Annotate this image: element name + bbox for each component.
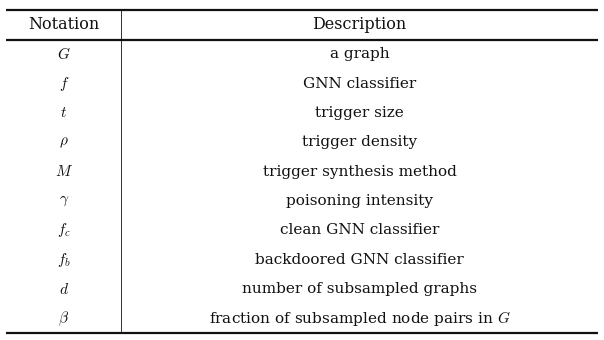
- Text: trigger synthesis method: trigger synthesis method: [263, 165, 457, 179]
- Text: $\gamma$: $\gamma$: [59, 194, 69, 208]
- Text: GNN classifier: GNN classifier: [303, 76, 416, 90]
- Text: $f_b$: $f_b$: [57, 251, 71, 269]
- Text: trigger density: trigger density: [302, 135, 417, 149]
- Text: poisoning intensity: poisoning intensity: [286, 194, 433, 208]
- Text: a graph: a graph: [330, 47, 390, 61]
- Text: trigger size: trigger size: [315, 106, 404, 120]
- Text: backdoored GNN classifier: backdoored GNN classifier: [255, 253, 464, 267]
- Text: $f$: $f$: [59, 74, 69, 92]
- Text: $\beta$: $\beta$: [58, 309, 69, 328]
- Text: fraction of subsampled node pairs in $G$: fraction of subsampled node pairs in $G$: [209, 309, 510, 328]
- Text: Description: Description: [313, 16, 407, 33]
- Text: $\rho$: $\rho$: [59, 135, 69, 150]
- Text: $d$: $d$: [59, 282, 69, 297]
- Text: clean GNN classifier: clean GNN classifier: [280, 223, 439, 237]
- Text: $G$: $G$: [57, 46, 71, 62]
- Text: $M$: $M$: [55, 164, 72, 179]
- Text: $t$: $t$: [60, 106, 67, 120]
- Text: $f_c$: $f_c$: [57, 221, 71, 239]
- Text: number of subsampled graphs: number of subsampled graphs: [242, 282, 477, 296]
- Text: Notation: Notation: [28, 16, 100, 33]
